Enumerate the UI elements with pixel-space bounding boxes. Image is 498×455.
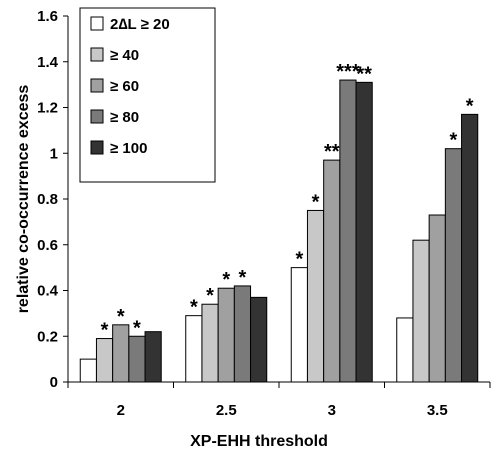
bar <box>128 335 146 383</box>
bar <box>323 159 341 383</box>
significance-marker: * <box>466 95 474 117</box>
bar <box>217 287 235 383</box>
legend-label: ≥ 100 <box>110 140 147 157</box>
y-axis: 0 0.2 0.4 0.6 0.8 1 1.2 1.4 1.6 <box>37 8 69 391</box>
legend-swatch <box>90 78 104 93</box>
x-tick-label: 3 <box>328 402 336 419</box>
bars <box>79 79 479 383</box>
x-tick-label: 2.5 <box>216 402 237 419</box>
legend-label: ≥ 80 <box>110 109 139 126</box>
x-axis: 2 2.5 3 3.5 <box>67 381 491 419</box>
bar <box>306 209 325 383</box>
significance-marker: * <box>101 320 109 342</box>
bar <box>79 358 97 383</box>
y-tick-label: 0.2 <box>37 328 58 345</box>
bar <box>461 113 479 383</box>
legend-swatch <box>90 16 104 31</box>
y-tick-label: 0 <box>50 374 58 391</box>
legend: 2∆L ≥ 20 ≥ 40 ≥ 60 ≥ 80 ≥ 100 <box>79 7 216 183</box>
bar <box>290 267 308 383</box>
significance-marker: ** <box>324 141 340 163</box>
bar <box>112 324 130 383</box>
y-tick-label: 1.6 <box>37 8 58 25</box>
significance-marker: * <box>295 249 303 271</box>
bar <box>339 79 357 383</box>
bar <box>444 148 463 383</box>
bar <box>396 317 414 383</box>
bar <box>250 296 268 383</box>
significance-marker: * <box>239 267 247 289</box>
y-tick-label: 1 <box>50 145 58 162</box>
x-axis-title: XP-EHH threshold <box>190 433 328 450</box>
significance-marker: * <box>312 191 320 213</box>
y-axis-title: relative co-occurrence excess <box>15 85 32 314</box>
significance-marker: * <box>450 130 458 152</box>
bar <box>412 239 430 383</box>
bar <box>233 285 252 383</box>
legend-box <box>79 7 216 183</box>
legend-label: 2∆L ≥ 20 <box>110 16 170 33</box>
significance-marker: * <box>206 285 214 307</box>
bar <box>355 81 373 383</box>
significance-marker: ** <box>356 63 372 85</box>
significance-annotations: ****** ************ <box>101 61 474 341</box>
x-tick-label: 2 <box>117 402 125 419</box>
y-tick-label: 0.4 <box>37 283 59 300</box>
legend-swatch <box>90 47 104 62</box>
y-tick-label: 1.2 <box>37 100 58 117</box>
y-tick-label: 1.4 <box>37 54 59 71</box>
significance-marker: * <box>117 306 125 328</box>
legend-swatch <box>90 140 104 155</box>
y-tick-label: 0.8 <box>37 191 58 208</box>
bar <box>144 331 162 383</box>
significance-marker: * <box>222 269 230 291</box>
significance-marker: *** <box>336 61 360 83</box>
significance-marker: * <box>133 317 141 339</box>
y-tick-label: 0.6 <box>37 237 58 254</box>
bar <box>185 315 203 383</box>
significance-marker: * <box>190 297 198 319</box>
legend-label: ≥ 40 <box>110 47 139 64</box>
x-tick-label: 3.5 <box>427 402 448 419</box>
bar <box>201 303 219 383</box>
legend-swatch <box>90 109 104 124</box>
bar <box>95 338 114 383</box>
legend-label: ≥ 60 <box>110 78 139 95</box>
bar <box>428 214 446 383</box>
